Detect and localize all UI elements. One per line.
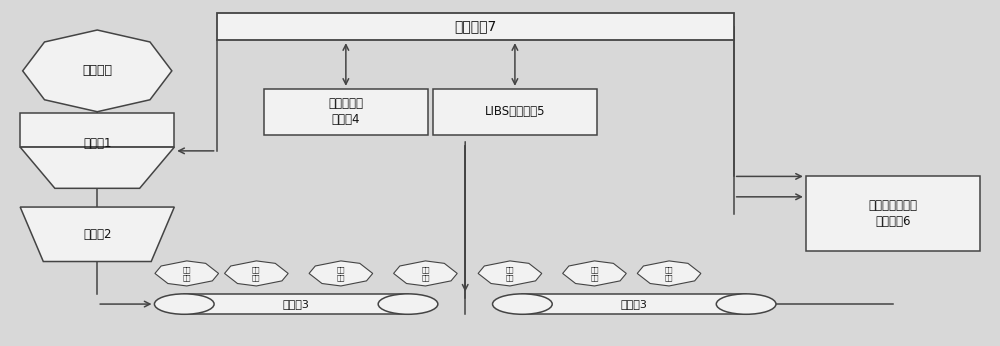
- Text: 传送带3: 传送带3: [621, 299, 648, 309]
- Text: 矿石
样品: 矿石 样品: [421, 266, 430, 281]
- Circle shape: [154, 294, 214, 314]
- Circle shape: [378, 294, 438, 314]
- FancyBboxPatch shape: [522, 294, 746, 314]
- Text: 大块矿石: 大块矿石: [82, 64, 112, 78]
- Text: 矿石
样品: 矿石 样品: [337, 266, 345, 281]
- Polygon shape: [20, 207, 174, 262]
- Text: 矿石
样品: 矿石 样品: [252, 266, 261, 281]
- Text: 测控系统7: 测控系统7: [454, 20, 496, 34]
- Text: 粉碎机1: 粉碎机1: [83, 137, 112, 150]
- FancyBboxPatch shape: [806, 176, 980, 251]
- Text: LIBS检测系统5: LIBS检测系统5: [485, 105, 545, 118]
- FancyBboxPatch shape: [217, 13, 734, 40]
- Polygon shape: [20, 147, 174, 188]
- Polygon shape: [563, 261, 626, 286]
- Polygon shape: [394, 261, 457, 286]
- Polygon shape: [309, 261, 373, 286]
- Text: 样品形貌检
测系统4: 样品形貌检 测系统4: [328, 97, 363, 126]
- Polygon shape: [478, 261, 542, 286]
- Text: 矿石
样品: 矿石 样品: [665, 266, 673, 281]
- Text: 传送带3: 传送带3: [283, 299, 310, 309]
- FancyBboxPatch shape: [184, 294, 408, 314]
- Polygon shape: [637, 261, 701, 286]
- Circle shape: [716, 294, 776, 314]
- Text: 机械分选与矿石
收集系统6: 机械分选与矿石 收集系统6: [868, 199, 917, 228]
- Text: 矿石
样品: 矿石 样品: [182, 266, 191, 281]
- FancyBboxPatch shape: [264, 89, 428, 135]
- Text: 矿石
样品: 矿石 样品: [506, 266, 514, 281]
- Polygon shape: [225, 261, 288, 286]
- Circle shape: [493, 294, 552, 314]
- Text: 矿石
样品: 矿石 样品: [590, 266, 599, 281]
- Polygon shape: [20, 113, 174, 147]
- Polygon shape: [23, 30, 172, 112]
- FancyBboxPatch shape: [433, 89, 597, 135]
- Text: 过滤器2: 过滤器2: [83, 228, 112, 241]
- Polygon shape: [155, 261, 219, 286]
